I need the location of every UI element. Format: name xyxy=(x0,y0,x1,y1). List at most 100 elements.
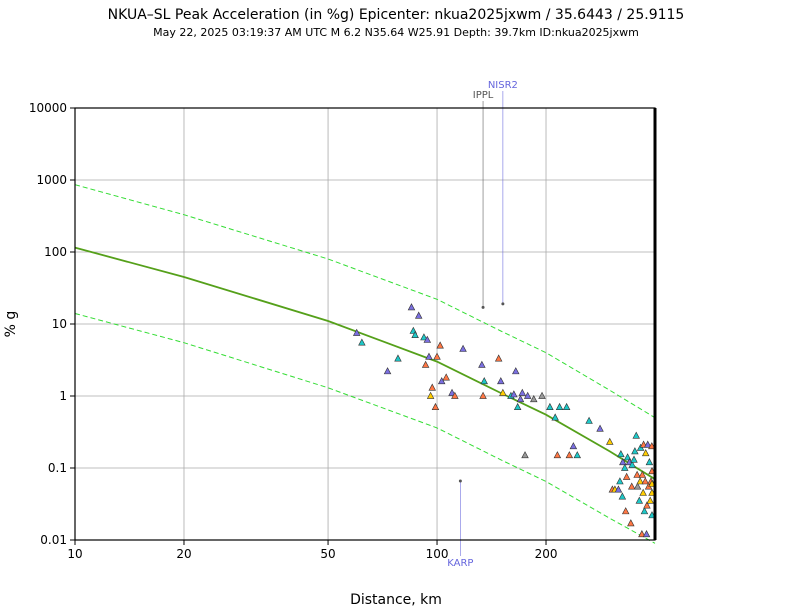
station-marker xyxy=(553,451,562,459)
station-marker xyxy=(646,496,654,504)
station-marker xyxy=(510,390,518,398)
attenuation-curves xyxy=(74,184,656,544)
station-marker xyxy=(644,440,652,448)
station-marker xyxy=(639,488,647,496)
station-label: IPPL xyxy=(473,90,494,101)
station-marker xyxy=(618,492,627,500)
station-marker xyxy=(619,458,627,466)
x-tick-label: 20 xyxy=(176,547,191,561)
station-marker xyxy=(642,530,651,538)
station-marker xyxy=(512,367,520,375)
station-label-leaders xyxy=(460,91,504,556)
station-marker xyxy=(352,328,361,336)
x-tick-label: 50 xyxy=(320,547,335,561)
station-marker xyxy=(442,373,450,381)
station-marker xyxy=(616,477,624,485)
station-marker xyxy=(481,305,485,309)
chart-title: NKUA–SL Peak Acceleration (in %g) Epicen… xyxy=(108,7,685,23)
station-marker xyxy=(538,391,546,399)
station-marker xyxy=(451,391,459,399)
station-marker xyxy=(551,413,559,421)
station-marker xyxy=(640,507,649,515)
station-marker xyxy=(606,437,614,445)
station-marker xyxy=(622,472,631,480)
station-marker xyxy=(426,391,435,399)
station-marker xyxy=(516,395,525,403)
x-tick-label: 200 xyxy=(535,547,558,561)
station-marker xyxy=(479,391,487,399)
station-marker xyxy=(411,330,419,338)
y-tick-label: 1000 xyxy=(36,173,67,187)
station-marker xyxy=(628,460,636,468)
station-marker xyxy=(555,402,564,410)
station-marker xyxy=(407,303,416,311)
y-tick-label: 0.1 xyxy=(48,461,67,475)
station-marker xyxy=(421,360,430,368)
station-marker xyxy=(621,463,629,471)
station-marker xyxy=(648,442,656,450)
x-axis-label: Distance, km xyxy=(350,592,442,608)
lower-bound-curve xyxy=(74,313,656,544)
station-marker xyxy=(630,455,638,463)
station-marker xyxy=(617,450,625,458)
station-marker xyxy=(641,477,650,485)
station-marker xyxy=(635,496,644,504)
station-marker xyxy=(628,482,636,490)
station-markers xyxy=(352,302,656,538)
station-marker xyxy=(645,458,654,466)
median-curve xyxy=(74,246,656,480)
station-marker xyxy=(521,451,529,459)
station-marker xyxy=(431,402,440,410)
station-marker xyxy=(458,479,462,483)
station-marker xyxy=(497,377,505,385)
station-marker xyxy=(573,451,582,459)
station-marker xyxy=(518,388,527,396)
x-tick-label: 100 xyxy=(426,547,449,561)
station-marker xyxy=(414,311,423,319)
station-marker xyxy=(423,335,432,343)
station-marker xyxy=(478,360,486,368)
station-marker xyxy=(621,507,630,515)
station-marker xyxy=(638,530,646,538)
station-marker xyxy=(501,302,505,306)
station-marker xyxy=(627,519,635,527)
y-tick-label: 100 xyxy=(44,245,67,259)
station-marker xyxy=(499,388,507,396)
station-marker xyxy=(437,377,446,385)
station-marker xyxy=(358,338,366,346)
station-label: NISR2 xyxy=(488,80,518,91)
station-marker xyxy=(433,352,441,360)
station-marker xyxy=(631,447,639,455)
station-marker xyxy=(596,424,604,432)
station-marker xyxy=(448,388,456,396)
station-marker xyxy=(641,449,650,457)
station-marker xyxy=(636,477,644,485)
station-marker xyxy=(643,501,651,509)
station-marker xyxy=(632,431,640,439)
station-marker xyxy=(585,416,593,424)
station-marker xyxy=(565,451,574,459)
x-axis-ticks: 10 20 50 100 200 xyxy=(67,540,557,561)
station-marker xyxy=(513,402,522,410)
y-tick-label: 0.01 xyxy=(40,533,67,547)
station-marker xyxy=(633,470,641,478)
station-marker xyxy=(383,367,392,375)
y-axis-ticks: 0.01 0.1 1 10 100 1000 10000 xyxy=(29,101,75,547)
station-marker xyxy=(425,352,433,360)
station-marker xyxy=(530,395,538,403)
station-marker xyxy=(569,442,578,450)
grid-lines xyxy=(75,108,655,540)
station-marker xyxy=(480,377,488,385)
y-axis-label: % g xyxy=(3,311,19,338)
station-marker xyxy=(394,354,402,362)
y-tick-label: 10 xyxy=(52,317,67,331)
upper-bound-curve xyxy=(74,184,656,419)
chart-subtitle: May 22, 2025 03:19:37 AM UTC M 6.2 N35.6… xyxy=(153,26,639,39)
y-tick-label: 1 xyxy=(59,389,67,403)
y-tick-label: 10000 xyxy=(29,101,67,115)
station-marker xyxy=(546,402,554,410)
station-marker xyxy=(523,391,532,399)
station-marker xyxy=(494,354,503,362)
